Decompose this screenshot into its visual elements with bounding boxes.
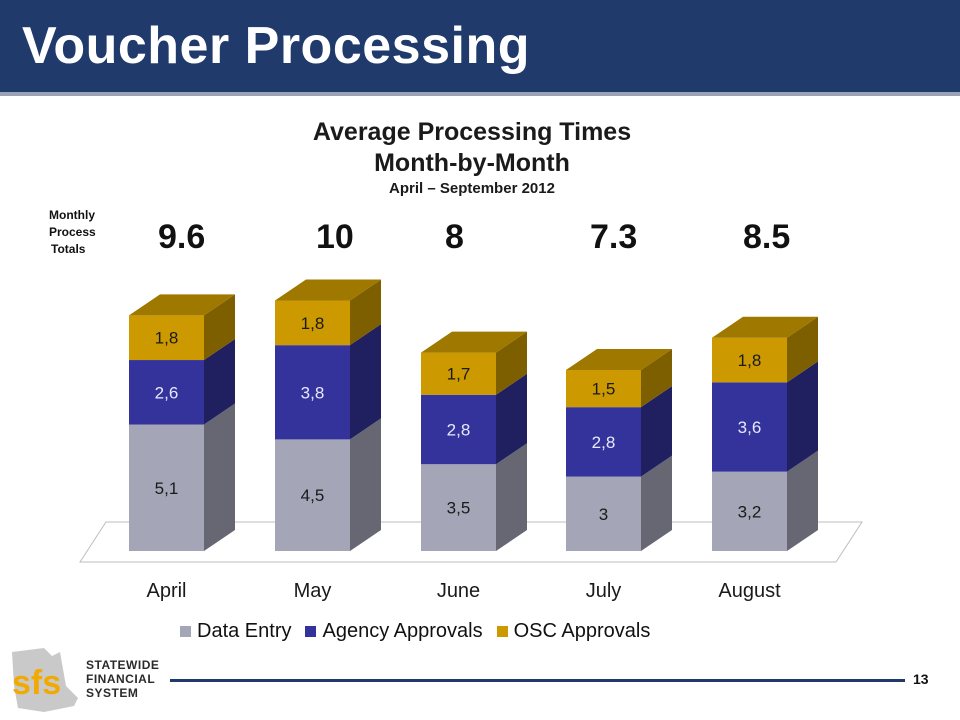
logo-line: SYSTEM (86, 686, 139, 700)
legend-label: Data Entry (197, 619, 292, 642)
bar-top-face (129, 294, 235, 316)
bar-segment-july-2 (566, 369, 641, 408)
footer-rule (170, 679, 905, 682)
bar-segment-side (204, 339, 235, 425)
bar-top-face (566, 348, 672, 370)
bar-segment-june-1 (421, 394, 496, 465)
bar-segment-side (496, 331, 527, 395)
bar-top-face (275, 279, 381, 301)
bar-segment-july-1 (566, 407, 641, 477)
bar-segment-august-0 (712, 471, 787, 551)
page-number: 13 (913, 671, 929, 687)
bar-segment-side (204, 294, 235, 361)
bar-segment-june-2 (421, 352, 496, 395)
title-banner-rule (0, 92, 960, 96)
x-tick-label: April (146, 580, 186, 602)
bar-segment-side (787, 450, 818, 551)
bar-segment-april-0 (129, 424, 204, 551)
legend-label: OSC Approvals (513, 619, 651, 642)
bar-segment-april-1 (129, 360, 204, 425)
data-label: 4,5 (301, 486, 325, 505)
bar-segment-july-0 (566, 476, 641, 551)
totals-label-line: Process (49, 225, 96, 239)
bar-segment-side (350, 418, 381, 551)
legend-item-data-entry: Data Entry (180, 620, 291, 643)
total-may: 10 (316, 218, 354, 256)
total-april: 9.6 (158, 218, 206, 256)
bar-segment-side (641, 348, 672, 408)
legend-item-agency-approvals: Agency Approvals (305, 619, 483, 643)
bar-segment-april-2 (129, 315, 204, 361)
bar-segment-may-2 (275, 300, 350, 346)
chart-subtitle: Month-by-Month (374, 149, 570, 177)
x-tick-label: June (437, 580, 480, 602)
data-label: 3,8 (301, 383, 325, 402)
monthly-process-totals-label: Monthly Process Totals (49, 207, 96, 258)
bar-segment-side (787, 316, 818, 383)
data-label: 1,8 (155, 329, 179, 348)
totals-label-line: Totals (51, 242, 86, 256)
slide-title: Voucher Processing (22, 17, 530, 75)
total-august: 8.5 (743, 218, 791, 256)
logo-letters: sfs (12, 664, 61, 702)
data-label: 1,8 (738, 351, 762, 370)
total-june: 8 (445, 218, 464, 256)
bar-segment-august-2 (712, 337, 787, 383)
legend-swatch (180, 625, 191, 637)
legend-swatch (496, 625, 508, 637)
legend-item-osc-approvals: OSC Approvals (496, 619, 651, 643)
x-tick-label: August (718, 580, 781, 602)
data-label: 1,5 (592, 380, 616, 399)
legend-label: Agency Approvals (322, 619, 483, 642)
chart-legend: Data Entry Agency Approvals OSC Approval… (180, 618, 664, 644)
sfs-logo: sfs (12, 648, 78, 712)
logo-line: STATEWIDE (86, 658, 160, 672)
bar-segment-side (496, 373, 527, 465)
bar-segment-side (787, 361, 818, 472)
title-banner (0, 0, 960, 92)
legend-swatch (305, 625, 317, 637)
bar-segment-side (641, 455, 672, 551)
data-label: 3,5 (447, 499, 471, 518)
x-tick-label: July (586, 580, 622, 602)
data-label: 3 (599, 505, 608, 524)
data-label: 1,8 (301, 314, 325, 333)
data-label: 1,7 (447, 365, 471, 384)
bar-segment-may-0 (275, 439, 350, 551)
chart-floor (79, 521, 863, 563)
data-label: 5,1 (155, 479, 179, 498)
data-label: 2,8 (592, 433, 616, 452)
chart-title: Average Processing Times (312, 118, 632, 146)
chart-date-range: April – September 2012 (389, 180, 555, 197)
bar-segment-side (350, 324, 381, 440)
bar-segment-may-1 (275, 345, 350, 440)
bar-segment-side (204, 403, 235, 551)
total-july: 7.3 (590, 218, 638, 256)
bar-segment-side (350, 279, 381, 346)
bar-top-face (712, 316, 818, 338)
logo-wordmark: STATEWIDE FINANCIAL SYSTEM (86, 658, 159, 700)
new-york-state-shape (12, 648, 78, 712)
bar-segment-side (641, 386, 672, 477)
bar-top-face (421, 331, 527, 353)
data-label: 2,8 (447, 420, 471, 439)
data-label: 3,6 (738, 418, 762, 437)
logo-line: FINANCIAL (86, 672, 156, 686)
bar-segment-august-1 (712, 382, 787, 472)
totals-label-line: Monthly (49, 208, 95, 222)
data-label: 2,6 (155, 383, 179, 402)
x-tick-label: May (294, 580, 332, 602)
bar-segment-june-0 (421, 464, 496, 551)
data-label: 3,2 (738, 502, 762, 521)
bar-segment-side (496, 443, 527, 551)
